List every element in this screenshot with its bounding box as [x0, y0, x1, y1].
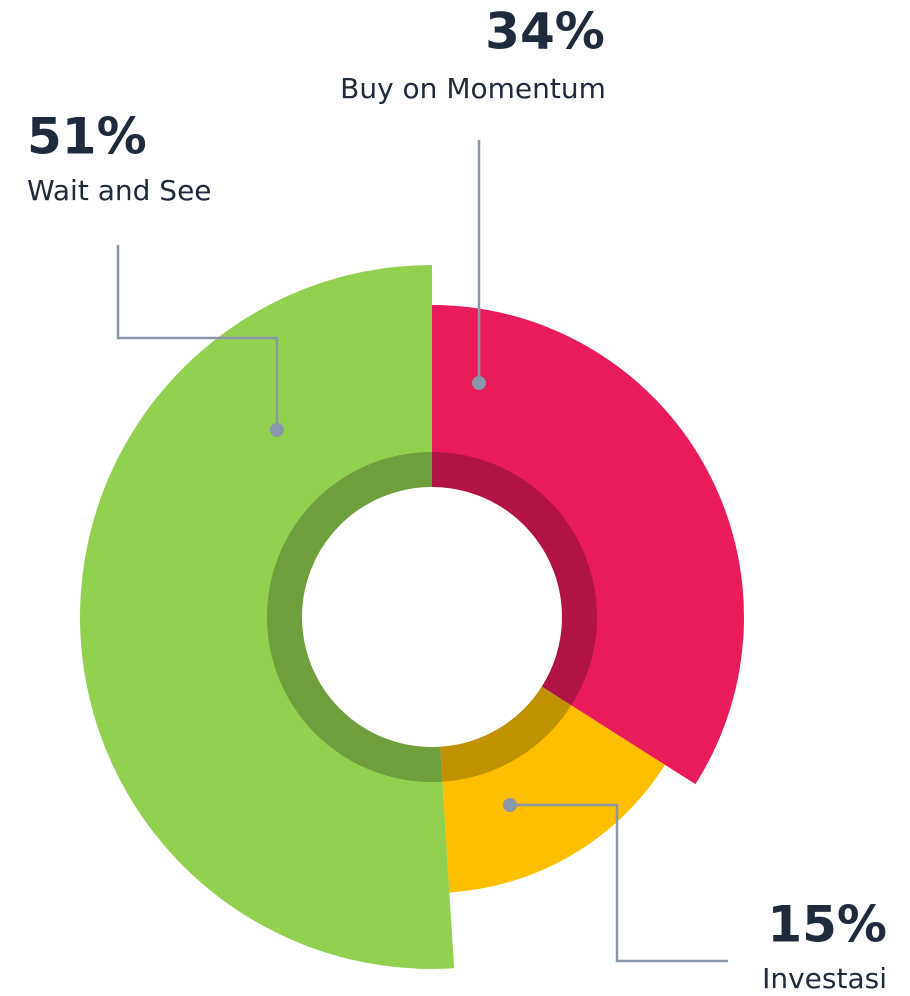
category-label: Wait and See: [27, 174, 212, 207]
category-label: Buy on Momentum: [340, 72, 606, 105]
leader-lines: [116, 140, 728, 963]
slice: [80, 265, 455, 969]
leader-dot: [270, 423, 284, 437]
leader-line: [116, 245, 279, 430]
leader-dot: [503, 798, 517, 812]
slice-inner-ring: [432, 452, 597, 706]
slice-inner-ring: [440, 686, 572, 782]
value-label: 51%: [27, 108, 147, 166]
slice: [440, 686, 666, 893]
category-label: Investasi: [762, 962, 887, 995]
labels: 34% Buy on Momentum 15% Investasi 51% Wait an…: [27, 3, 887, 996]
value-label: 15%: [767, 896, 887, 954]
slice: [432, 305, 745, 785]
leader-dot: [472, 376, 486, 390]
value-label: 34%: [485, 3, 605, 61]
leader-line: [510, 803, 728, 963]
slice-inner-ring: [266, 452, 443, 783]
slices: [80, 265, 745, 969]
